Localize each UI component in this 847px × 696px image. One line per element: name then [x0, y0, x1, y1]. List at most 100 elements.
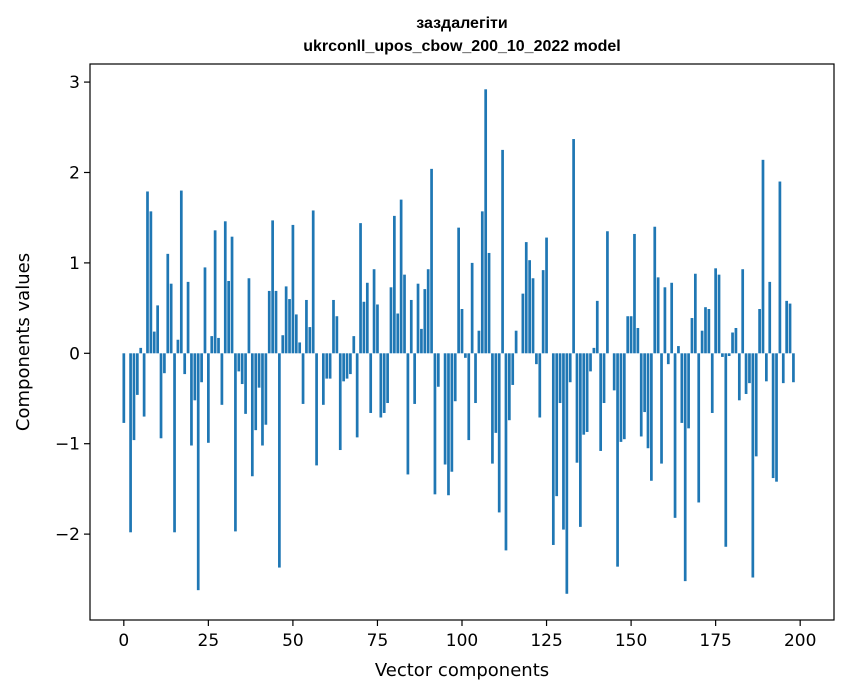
bar-127 — [551, 353, 555, 545]
y-tick-label: 1 — [69, 254, 80, 274]
bar-27 — [213, 230, 217, 354]
bar-135 — [579, 353, 582, 527]
bar-129 — [558, 353, 562, 404]
bar-78 — [386, 353, 389, 404]
x-tick-label: 150 — [615, 631, 647, 651]
y-tick-label: −1 — [55, 435, 80, 455]
bar-151 — [633, 233, 636, 354]
bar-3 — [132, 353, 136, 441]
bar-40 — [257, 353, 261, 388]
bar-149 — [626, 316, 630, 354]
bar-54 — [305, 299, 308, 354]
bar-176 — [717, 274, 721, 354]
bar-73 — [369, 353, 373, 413]
bar-15 — [173, 353, 176, 533]
y-axis-ticks: −2 −1 0 1 2 3 — [55, 73, 90, 545]
bar-57 — [315, 353, 318, 466]
bar-51 — [294, 314, 298, 354]
bar-2 — [129, 353, 132, 533]
bar-71 — [362, 301, 366, 354]
bar-150 — [629, 316, 633, 354]
bar-7 — [146, 191, 149, 354]
y-tick-label: 0 — [69, 344, 80, 364]
bar-190 — [765, 353, 768, 382]
x-tick-label: 50 — [282, 631, 304, 651]
bar-184 — [744, 353, 748, 394]
bar-14 — [169, 283, 173, 354]
bar-70 — [359, 223, 362, 354]
bar-112 — [501, 149, 504, 354]
bar-122 — [535, 353, 538, 365]
bar-67 — [349, 353, 352, 375]
bar-152 — [636, 327, 640, 354]
bar-83 — [403, 274, 406, 354]
bar-10 — [156, 305, 159, 354]
bar-109 — [491, 353, 494, 464]
bar-33 — [234, 353, 237, 532]
bar-105 — [477, 330, 481, 354]
x-tick-label: 200 — [784, 631, 816, 651]
bar-18 — [183, 353, 187, 375]
bar-50 — [291, 224, 295, 354]
bar-131 — [565, 353, 569, 594]
bar-65 — [342, 353, 345, 382]
bar-148 — [622, 353, 626, 440]
bar-142 — [602, 353, 606, 404]
bar-157 — [653, 226, 657, 354]
bar-196 — [785, 300, 789, 354]
bar-164 — [677, 346, 680, 354]
y-tick-label: −2 — [55, 525, 80, 545]
bar-66 — [345, 353, 349, 379]
bar-185 — [748, 353, 751, 384]
x-axis-ticks: 0 25 50 75 100 125 150 175 200 — [118, 620, 816, 651]
bar-37 — [247, 278, 251, 354]
bar-24 — [203, 267, 207, 354]
y-tick-label: 3 — [69, 73, 80, 93]
bar-147 — [619, 353, 623, 442]
bar-53 — [301, 353, 305, 404]
bar-75 — [376, 304, 379, 354]
bar-92 — [433, 353, 437, 495]
bar-138 — [589, 353, 592, 372]
bar-21 — [193, 353, 197, 401]
bar-36 — [244, 353, 247, 414]
bar-93 — [436, 353, 440, 387]
bar-115 — [511, 353, 515, 385]
bar-20 — [190, 353, 193, 446]
bar-174 — [710, 353, 714, 413]
bar-156 — [650, 353, 653, 481]
bar-12 — [163, 353, 166, 374]
bar-87 — [416, 283, 420, 354]
bar-32 — [230, 236, 234, 354]
bar-16 — [176, 339, 180, 354]
bar-79 — [389, 287, 393, 354]
bar-180 — [731, 332, 734, 354]
bar-132 — [568, 353, 572, 383]
bar-9 — [152, 331, 156, 354]
bar-107 — [484, 89, 488, 354]
bar-44 — [271, 220, 274, 354]
bar-82 — [399, 199, 403, 354]
bar-181 — [734, 327, 738, 354]
bar-158 — [656, 277, 660, 354]
bar-97 — [450, 353, 454, 472]
bar-120 — [528, 260, 531, 354]
bar-55 — [308, 327, 312, 354]
bar-42 — [264, 353, 268, 425]
bar-59 — [321, 353, 325, 405]
x-tick-label: 175 — [699, 631, 731, 651]
bar-31 — [227, 280, 231, 354]
bar-104 — [474, 353, 477, 404]
bar-124 — [541, 270, 545, 354]
bar-136 — [582, 353, 586, 435]
bar-145 — [612, 353, 616, 391]
bar-25 — [207, 353, 210, 443]
bar-191 — [768, 281, 772, 354]
bar-182 — [737, 353, 741, 401]
bar-119 — [524, 242, 528, 354]
bar-49 — [288, 299, 291, 354]
bar-111 — [497, 353, 501, 513]
bar-100 — [460, 309, 464, 354]
bar-35 — [240, 353, 244, 385]
